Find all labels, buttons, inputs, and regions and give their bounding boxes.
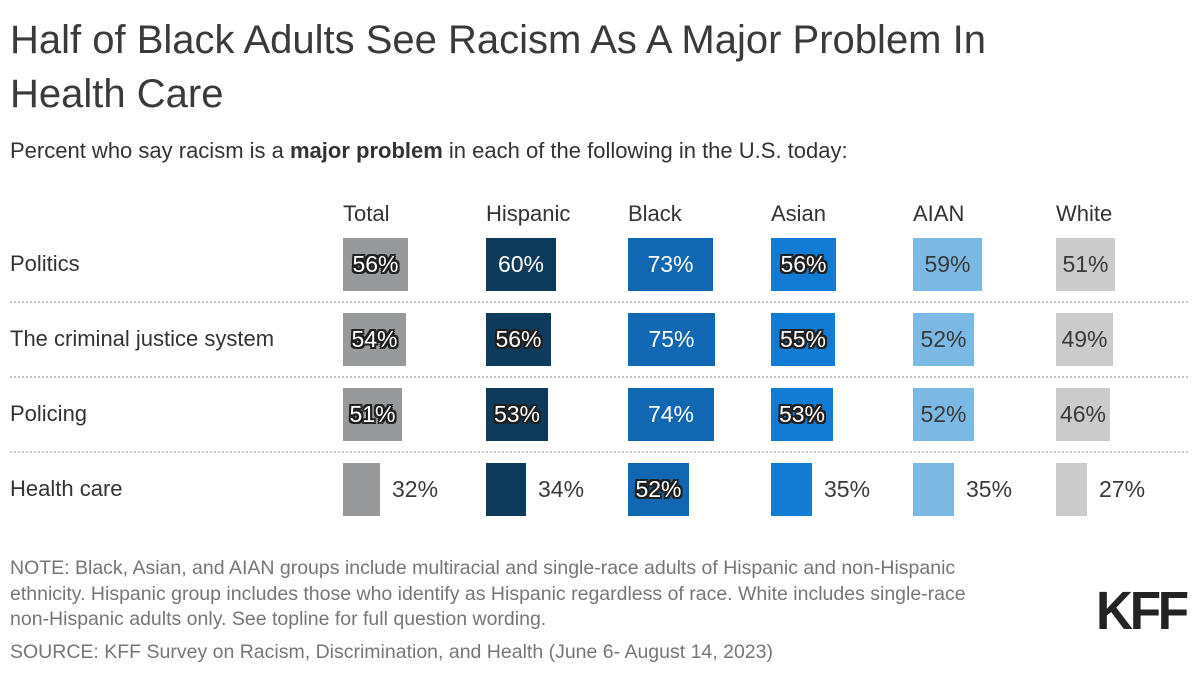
column-header-asian: Asian [771,201,827,226]
chart-title: Half of Black Adults See Racism As A Maj… [10,13,1190,121]
column-header-aian: AIAN [913,201,965,226]
bar-aian [913,463,954,516]
row-label: Policing [10,401,88,426]
note-line-3: non-Hispanic adults only. See topline fo… [10,608,547,630]
chart-subtitle-suffix: in each of the following in the U.S. tod… [442,138,848,163]
bar-aian [913,238,982,291]
bar-black [628,313,715,366]
chart-subtitle-bold: major problem [289,138,443,163]
note-line-2: ethnicity. Hispanic group includes those… [10,582,966,605]
bar-hispanic [486,463,526,516]
bar-aian [913,313,974,366]
bar-asian [771,238,836,291]
chart-subtitle: Percent who say racism is a major proble… [10,138,848,164]
bar-value-label: 49% [1061,326,1108,352]
bar-value-label: 75% [648,326,695,352]
row-label: The criminal justice system [10,326,275,351]
bar-value-label: 51% [349,401,396,427]
kff-logo: KFF [1096,581,1189,641]
bar-value-label: 51% [1062,251,1109,277]
bar-value-label: 46% [1059,401,1107,427]
bar-white [1056,313,1113,366]
bar-value-label: 56% [352,251,399,277]
bar-total [343,313,406,366]
bar-hispanic [486,238,556,291]
bar-value-label: 60% [497,251,545,277]
bar-value-label: 52% [920,326,967,352]
bar-asian [771,313,835,366]
bar-black [628,463,689,516]
note-text: NOTE: Black, Asian, and AIAN groups incl… [10,556,966,633]
note-line-1: NOTE: Black, Asian, and AIAN groups incl… [10,557,956,579]
chart-title-line-2: Health Care [10,72,224,116]
bar-value-label: 27% [1099,476,1146,502]
bar-value-label: 73% [647,251,694,277]
bar-value-label: 56% [495,326,542,352]
bar-value-label: 35% [966,476,1013,502]
bar-hispanic [486,388,548,441]
bar-black [628,238,713,291]
row-separator [10,451,1188,453]
bar-value-label: 52% [635,476,682,502]
row-separator [10,376,1188,378]
chart-title-line-1: Half of Black Adults See Racism As A Maj… [10,18,986,62]
row-label: Politics [10,251,80,276]
bar-value-label: 59% [924,251,971,277]
bar-value-label: 53% [493,401,541,427]
chart-subtitle-prefix: Percent who say racism is a [10,138,290,163]
bar-value-label: 52% [920,401,967,427]
column-header-total: Total [343,201,390,226]
bar-black [628,388,714,441]
bar-aian [913,388,974,441]
bar-white [1056,388,1110,441]
bar-value-label: 32% [392,476,439,502]
column-header-hispanic: Hispanic [486,201,571,226]
row-separator [10,301,1188,303]
bar-total [343,388,402,441]
bar-value-label: 54% [351,326,398,352]
bar-asian [771,463,812,516]
row-label: Health care [10,476,123,501]
source-text: SOURCE: KFF Survey on Racism, Discrimina… [10,641,773,663]
bar-value-label: 74% [647,401,695,427]
bar-value-label: 53% [778,401,826,427]
bar-value-label: 56% [780,251,827,277]
bar-asian [771,388,833,441]
bar-total [343,463,380,516]
bar-white [1056,463,1087,516]
column-header-white: White [1056,201,1113,226]
bar-value-label: 34% [538,476,585,502]
column-header-black: Black [628,201,682,226]
bar-white [1056,238,1115,291]
bar-total [343,238,408,291]
bar-value-label: 35% [824,476,871,502]
bar-value-label: 55% [779,326,827,352]
bar-hispanic [486,313,551,366]
